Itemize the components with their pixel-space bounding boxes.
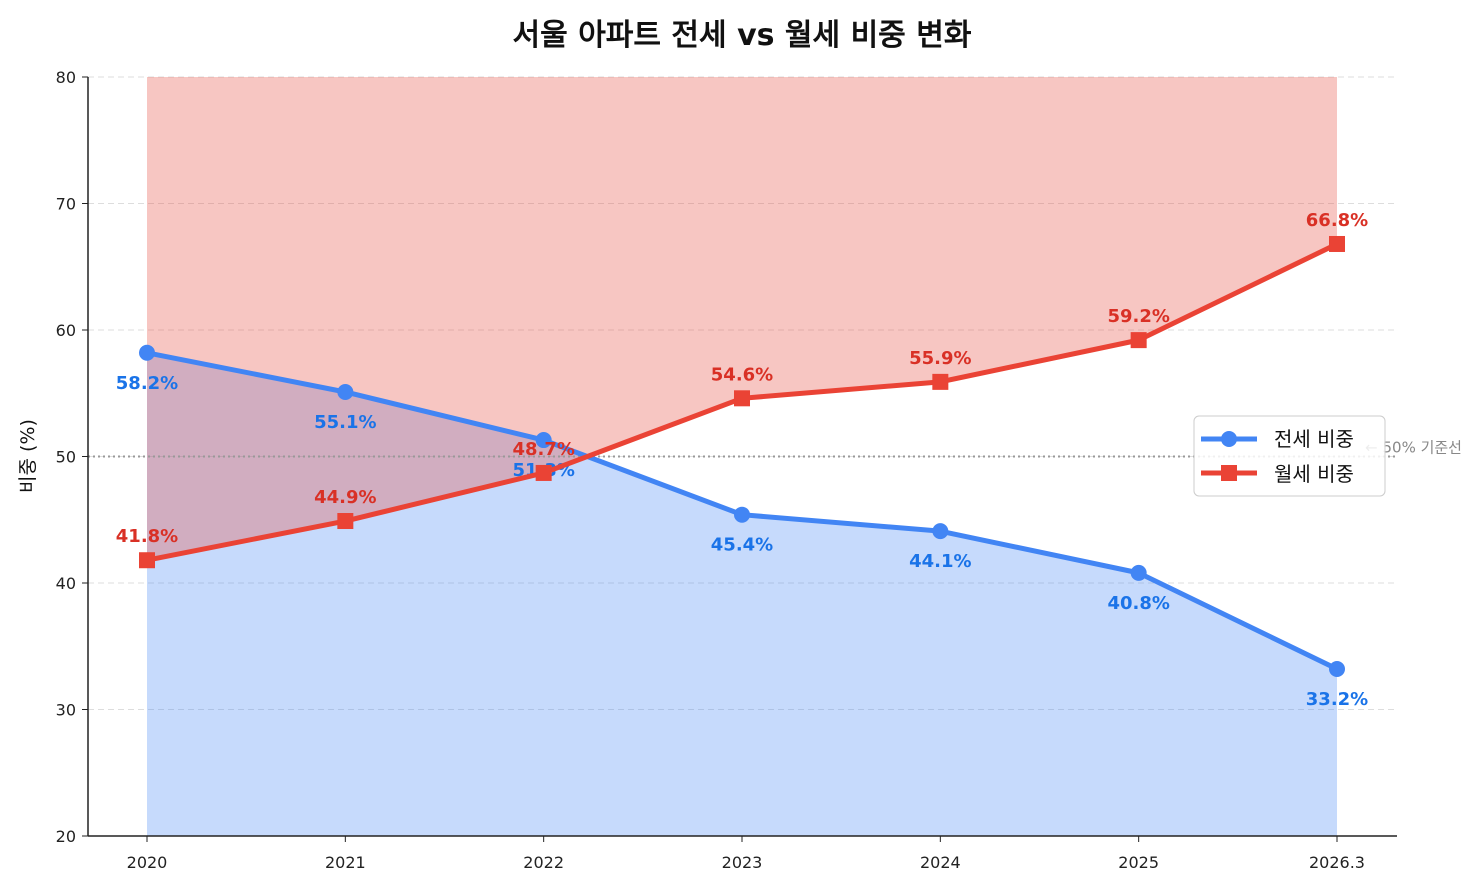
jeonse-data-label: 33.2% bbox=[1306, 689, 1368, 710]
wolse-point bbox=[1329, 235, 1345, 252]
y-tick-label: 20 bbox=[56, 827, 76, 846]
y-tick-label: 40 bbox=[56, 574, 76, 593]
jeonse-data-label: 44.1% bbox=[909, 551, 971, 572]
jeonse-point bbox=[139, 344, 155, 361]
x-tick-label: 2020 bbox=[127, 853, 168, 872]
x-tick-label: 2022 bbox=[523, 853, 564, 872]
wolse-point bbox=[337, 513, 354, 530]
wolse-point bbox=[535, 464, 552, 481]
y-tick-label: 70 bbox=[56, 195, 76, 214]
legend-jeonse-marker bbox=[1221, 431, 1237, 447]
x-tick-label: 2023 bbox=[722, 853, 763, 872]
x-tick-label: 2025 bbox=[1118, 853, 1159, 872]
x-tick-label: 2026.3 bbox=[1309, 853, 1365, 872]
reference-line-label: ← 50% 기준선 bbox=[1365, 439, 1462, 457]
wolse-data-label: 48.7% bbox=[512, 439, 574, 460]
jeonse-area bbox=[147, 352, 1337, 836]
x-tick-label: 2021 bbox=[325, 853, 366, 872]
wolse-data-label: 66.8% bbox=[1306, 210, 1368, 231]
jeonse-data-label: 58.2% bbox=[116, 373, 178, 394]
legend bbox=[1193, 415, 1386, 497]
jeonse-point bbox=[1329, 661, 1345, 678]
wolse-data-label: 55.9% bbox=[909, 348, 971, 369]
chart-title: 서울 아파트 전세 vs 월세 비중 변화 bbox=[513, 18, 972, 53]
wolse-data-label: 41.8% bbox=[116, 526, 178, 547]
legend-jeonse-label: 전세 비중 bbox=[1274, 427, 1354, 451]
y-tick-label: 30 bbox=[56, 701, 76, 720]
y-tick-label: 80 bbox=[56, 68, 76, 87]
y-axis-label: 비중 (%) bbox=[17, 419, 39, 493]
wolse-data-label: 59.2% bbox=[1107, 306, 1169, 327]
jeonse-point bbox=[337, 383, 354, 400]
wolse-point bbox=[1130, 332, 1147, 349]
wolse-area bbox=[147, 77, 1337, 561]
legend-wolse-marker bbox=[1221, 465, 1237, 481]
jeonse-data-label: 40.8% bbox=[1107, 593, 1169, 614]
y-tick-label: 60 bbox=[56, 321, 76, 340]
legend-wolse-label: 월세 비중 bbox=[1274, 462, 1354, 486]
wolse-point bbox=[734, 390, 750, 407]
wolse-data-label: 54.6% bbox=[711, 364, 773, 385]
jeonse-point bbox=[535, 432, 552, 449]
wolse-data-label: 44.9% bbox=[314, 487, 376, 508]
jeonse-data-label: 45.4% bbox=[711, 535, 773, 556]
wolse-point bbox=[932, 373, 949, 390]
x-tick-label: 2024 bbox=[920, 853, 961, 872]
jeonse-data-label: 55.1% bbox=[314, 412, 376, 433]
jeonse-point bbox=[1130, 564, 1147, 581]
jeonse-point bbox=[734, 506, 750, 523]
wolse-point bbox=[139, 552, 155, 569]
y-tick-label: 50 bbox=[56, 448, 76, 467]
jeonse-point bbox=[932, 523, 949, 540]
